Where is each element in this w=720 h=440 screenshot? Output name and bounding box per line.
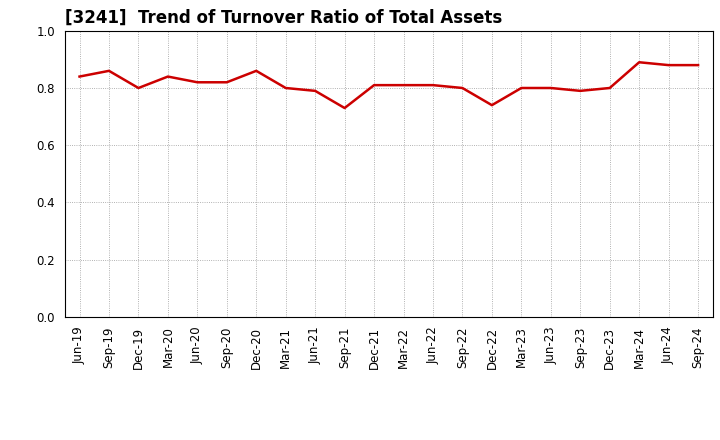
Text: [3241]  Trend of Turnover Ratio of Total Assets: [3241] Trend of Turnover Ratio of Total … xyxy=(65,8,502,26)
